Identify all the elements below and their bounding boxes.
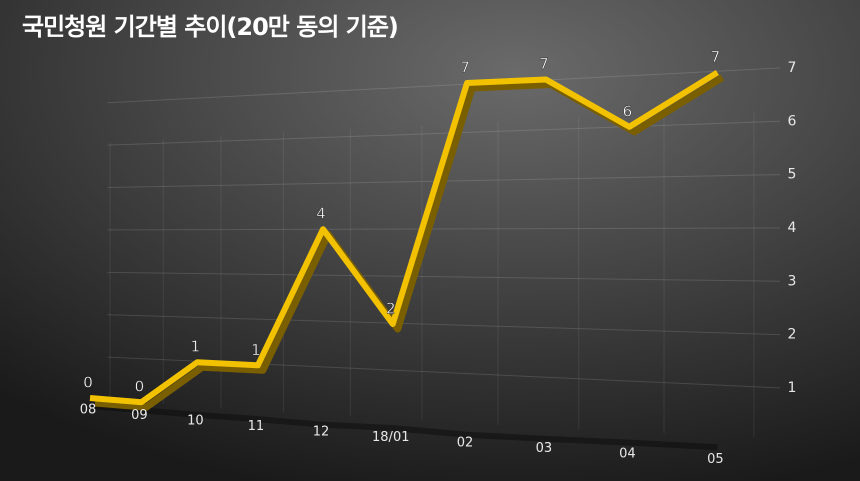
y-tick-label: 1 xyxy=(788,380,797,396)
x-tick-label: 12 xyxy=(313,425,330,440)
y-tick-label: 3 xyxy=(788,273,797,289)
x-tick-label: 09 xyxy=(131,408,148,423)
y-tick-label: 5 xyxy=(788,167,797,183)
value-label: 7 xyxy=(539,55,549,73)
value-label: 2 xyxy=(386,300,396,318)
grid-line xyxy=(107,67,781,104)
value-label: 0 xyxy=(135,378,145,396)
y-tick-label: 7 xyxy=(788,60,797,76)
x-tick-label: 03 xyxy=(536,441,553,456)
y-tick-label: 6 xyxy=(788,113,797,129)
grid-line xyxy=(107,227,781,231)
value-label: 7 xyxy=(711,48,721,66)
x-tick-label: 05 xyxy=(707,452,724,467)
x-tick-label: 02 xyxy=(457,436,474,451)
x-tick-label: 18/01 xyxy=(372,430,409,445)
grid-line xyxy=(107,314,781,336)
x-tick-label: 08 xyxy=(80,403,97,418)
x-tick-label: 04 xyxy=(619,447,636,462)
y-tick-label: 4 xyxy=(788,220,797,236)
value-label: 1 xyxy=(191,338,201,356)
value-label: 0 xyxy=(83,374,93,392)
value-label: 6 xyxy=(623,102,633,120)
chart-title: 국민청원 기간별 추이(20만 동의 기준) xyxy=(22,13,398,41)
grid-line xyxy=(107,120,781,146)
value-label: 7 xyxy=(460,59,470,77)
x-tick-label: 10 xyxy=(187,414,204,429)
line-shadow xyxy=(89,403,718,451)
grid-line xyxy=(107,271,781,282)
y-tick-label: 2 xyxy=(788,327,797,343)
x-tick-label: 11 xyxy=(248,419,265,434)
value-label: 1 xyxy=(251,341,261,359)
line xyxy=(89,69,719,406)
value-label: 4 xyxy=(316,205,326,223)
